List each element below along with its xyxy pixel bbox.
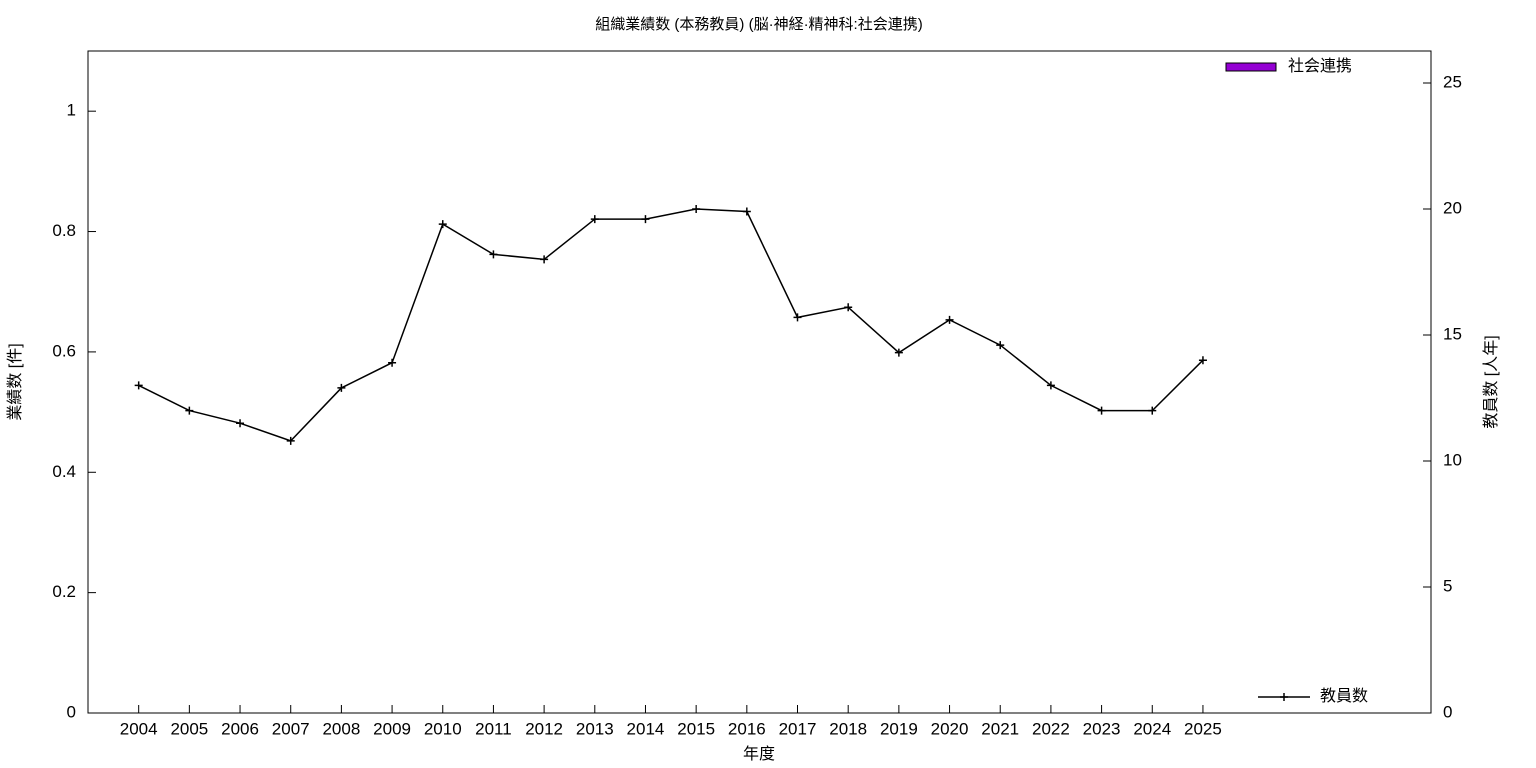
point-marker (185, 406, 194, 415)
point-marker (1198, 356, 1207, 365)
legend-swatch (1225, 62, 1277, 72)
y2-axis-label: 教員数 [人年] (1482, 335, 1500, 428)
point-marker (1097, 406, 1106, 415)
y2-tick-label: 5 (1443, 576, 1452, 595)
y2-tick-label: 10 (1443, 450, 1462, 469)
point-marker (844, 303, 853, 312)
y2-tick-label: 15 (1443, 324, 1462, 343)
x-tick-label: 2013 (576, 719, 614, 738)
x-tick-label: 2005 (170, 719, 208, 738)
x-tick-label: 2024 (1133, 719, 1171, 738)
x-tick-label: 2020 (931, 719, 969, 738)
chart-title: 組織業績数 (本務教員) (脳·神経·精神科:社会連携) (595, 16, 922, 33)
point-marker (590, 215, 599, 224)
point-marker (388, 358, 397, 367)
point-marker (337, 383, 346, 392)
point-marker (286, 436, 295, 445)
y-tick-label: 0.8 (52, 221, 76, 240)
y-tick-label: 0.2 (52, 582, 76, 601)
legend-label: 教員数 (1320, 687, 1368, 705)
x-axis-label: 年度 (743, 745, 775, 763)
y-tick-label: 0.6 (52, 341, 76, 360)
legend-marker (1280, 693, 1288, 701)
point-marker (641, 215, 650, 224)
x-tick-label: 2004 (120, 719, 158, 738)
point-marker (1046, 381, 1055, 390)
x-tick-label: 2014 (627, 719, 665, 738)
x-tick-label: 2006 (221, 719, 259, 738)
y2-tick-label: 0 (1443, 702, 1452, 721)
x-tick-label: 2022 (1032, 719, 1070, 738)
y-tick-label: 1 (67, 101, 76, 120)
x-tick-label: 2017 (779, 719, 817, 738)
x-tick-label: 2018 (829, 719, 867, 738)
x-tick-label: 2021 (981, 719, 1019, 738)
y2-tick-label: 25 (1443, 72, 1462, 91)
point-marker (894, 348, 903, 357)
point-marker (692, 205, 701, 214)
point-marker (489, 250, 498, 259)
point-marker (540, 255, 549, 264)
point-marker (236, 419, 245, 428)
line (138, 208, 1204, 442)
x-tick-label: 2025 (1184, 719, 1222, 738)
y-axis-label: 業績数 [件] (6, 343, 24, 420)
point-marker (793, 313, 802, 322)
x-tick-label: 2019 (880, 719, 918, 738)
x-tick-label: 2015 (677, 719, 715, 738)
point-marker (1148, 406, 1157, 415)
x-tick-label: 2012 (525, 719, 563, 738)
y-tick-label: 0.4 (52, 462, 76, 481)
y2-tick-label: 20 (1443, 198, 1462, 217)
x-tick-label: 2009 (373, 719, 411, 738)
point-marker (742, 207, 751, 216)
x-tick-label: 2007 (272, 719, 310, 738)
x-tick-label: 2023 (1083, 719, 1121, 738)
point-marker (996, 341, 1005, 350)
x-tick-label: 2016 (728, 719, 766, 738)
y-tick-label: 0 (67, 702, 76, 721)
x-tick-label: 2008 (322, 719, 360, 738)
x-tick-label: 2011 (475, 719, 512, 738)
point-marker (945, 315, 954, 324)
legend-label: 社会連携 (1288, 57, 1352, 75)
point-marker (134, 381, 143, 390)
point-marker (438, 220, 447, 229)
plot-border (87, 50, 1432, 714)
x-tick-label: 2010 (424, 719, 462, 738)
